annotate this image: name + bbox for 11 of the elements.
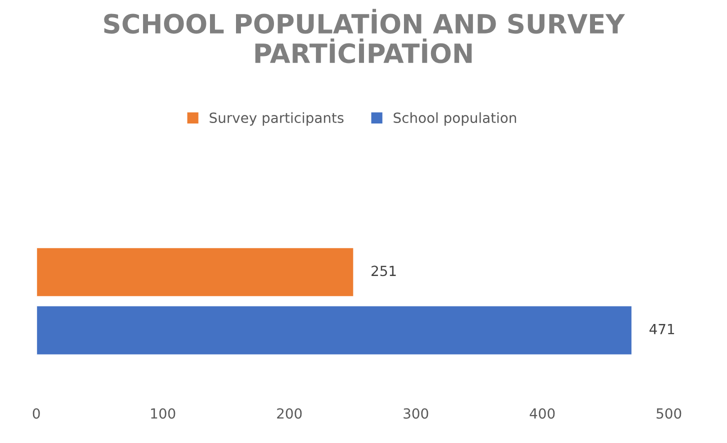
data-label: 471 <box>650 324 674 334</box>
legend-label: Survey participants <box>210 112 344 126</box>
data-label: 251 <box>372 266 396 276</box>
x-tick-label: 500 <box>656 408 682 419</box>
legend-label: School population <box>394 112 516 126</box>
x-tick-label: 100 <box>151 408 176 419</box>
x-tick-label: 0 <box>32 408 40 419</box>
x-tick-label: 400 <box>530 408 555 419</box>
x-tick-label: 300 <box>404 408 428 419</box>
chart-title: SCHOOL POPULATİON AND SURVEY PARTİCİPATİON <box>104 8 626 64</box>
x-tick-label: 200 <box>277 408 302 419</box>
